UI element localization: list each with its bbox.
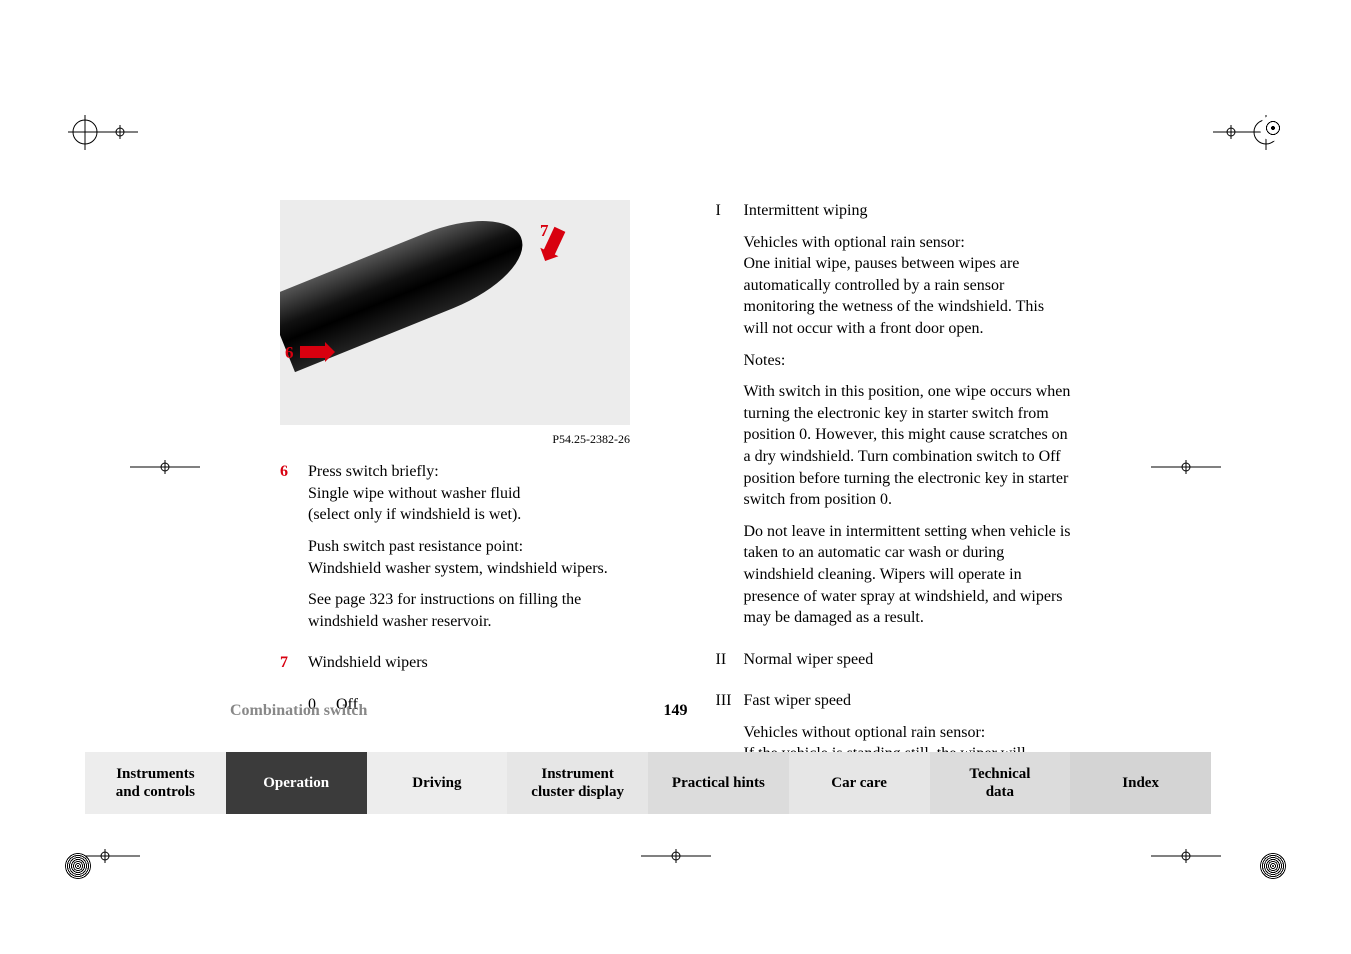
item-number: 7 [280,652,308,684]
paragraph: With switch in this position, one wipe o… [744,381,1072,511]
item-text: Normal wiper speed [744,649,1072,681]
figure-callout-6: 6 [285,342,294,365]
right-column: I Intermittent wiping Vehicles with opti… [716,200,1072,704]
paragraph: Do not leave in intermittent setting whe… [744,521,1072,629]
figure-arrow-6-icon [300,346,328,358]
registration-mark [1151,839,1221,874]
registration-mark [130,450,200,485]
footer-page-number: 149 [664,702,688,720]
left-column: 6 7 P54.25-2382-26 6 Press switch briefl… [280,200,636,704]
item-number: I [716,200,744,639]
paragraph: Fast wiper speed [744,690,1072,712]
tab-index[interactable]: Index [1070,752,1211,814]
list-item: 7 Windshield wipers [280,652,636,684]
paragraph: Notes: [744,350,1072,372]
sub-item-text: Off [336,694,636,716]
registration-mark [1151,450,1221,485]
list-item: 6 Press switch briefly:Single wipe witho… [280,461,636,642]
footer-section-title: Combination switch [230,702,367,720]
list-item: I Intermittent wiping Vehicles with opti… [716,200,1072,639]
tab-driving[interactable]: Driving [367,752,508,814]
tab-car-care[interactable]: Car care [789,752,930,814]
combination-switch-figure: 6 7 [280,200,630,425]
paragraph: Push switch past resistance point:Windsh… [308,536,636,579]
item-number: 6 [280,461,308,642]
paragraph: Normal wiper speed [744,649,1072,671]
item-number: II [716,649,744,681]
paragraph: Windshield wipers [308,652,636,674]
paragraph: Press switch briefly:Single wipe without… [308,461,636,526]
paragraph: Vehicles with optional rain sensor:One i… [744,232,1072,340]
registration-circle-icon [1260,853,1286,879]
registration-mark [641,839,711,874]
item-text: Intermittent wiping Vehicles with option… [744,200,1072,639]
list-item: II Normal wiper speed [716,649,1072,681]
registration-circle-icon [65,853,91,879]
tab-practical-hints[interactable]: Practical hints [648,752,789,814]
registration-mark [68,115,138,150]
paragraph: Intermittent wiping [744,200,1072,222]
page-body: 6 7 P54.25-2382-26 6 Press switch briefl… [280,200,1071,704]
paragraph: See page 323 for instructions on filling… [308,589,636,632]
figure-reference: P54.25-2382-26 [280,431,630,447]
tab-instrument-cluster-display[interactable]: Instrumentcluster display [507,752,648,814]
item-text: Windshield wipers [308,652,636,684]
tab-technical-data[interactable]: Technicaldata [930,752,1071,814]
tab-instruments-and-controls[interactable]: Instrumentsand controls [85,752,226,814]
item-text: Press switch briefly:Single wipe without… [308,461,636,642]
registration-circle-icon [1260,115,1286,141]
section-tab-bar: Instrumentsand controls Operation Drivin… [85,752,1211,814]
tab-operation[interactable]: Operation [226,752,367,814]
